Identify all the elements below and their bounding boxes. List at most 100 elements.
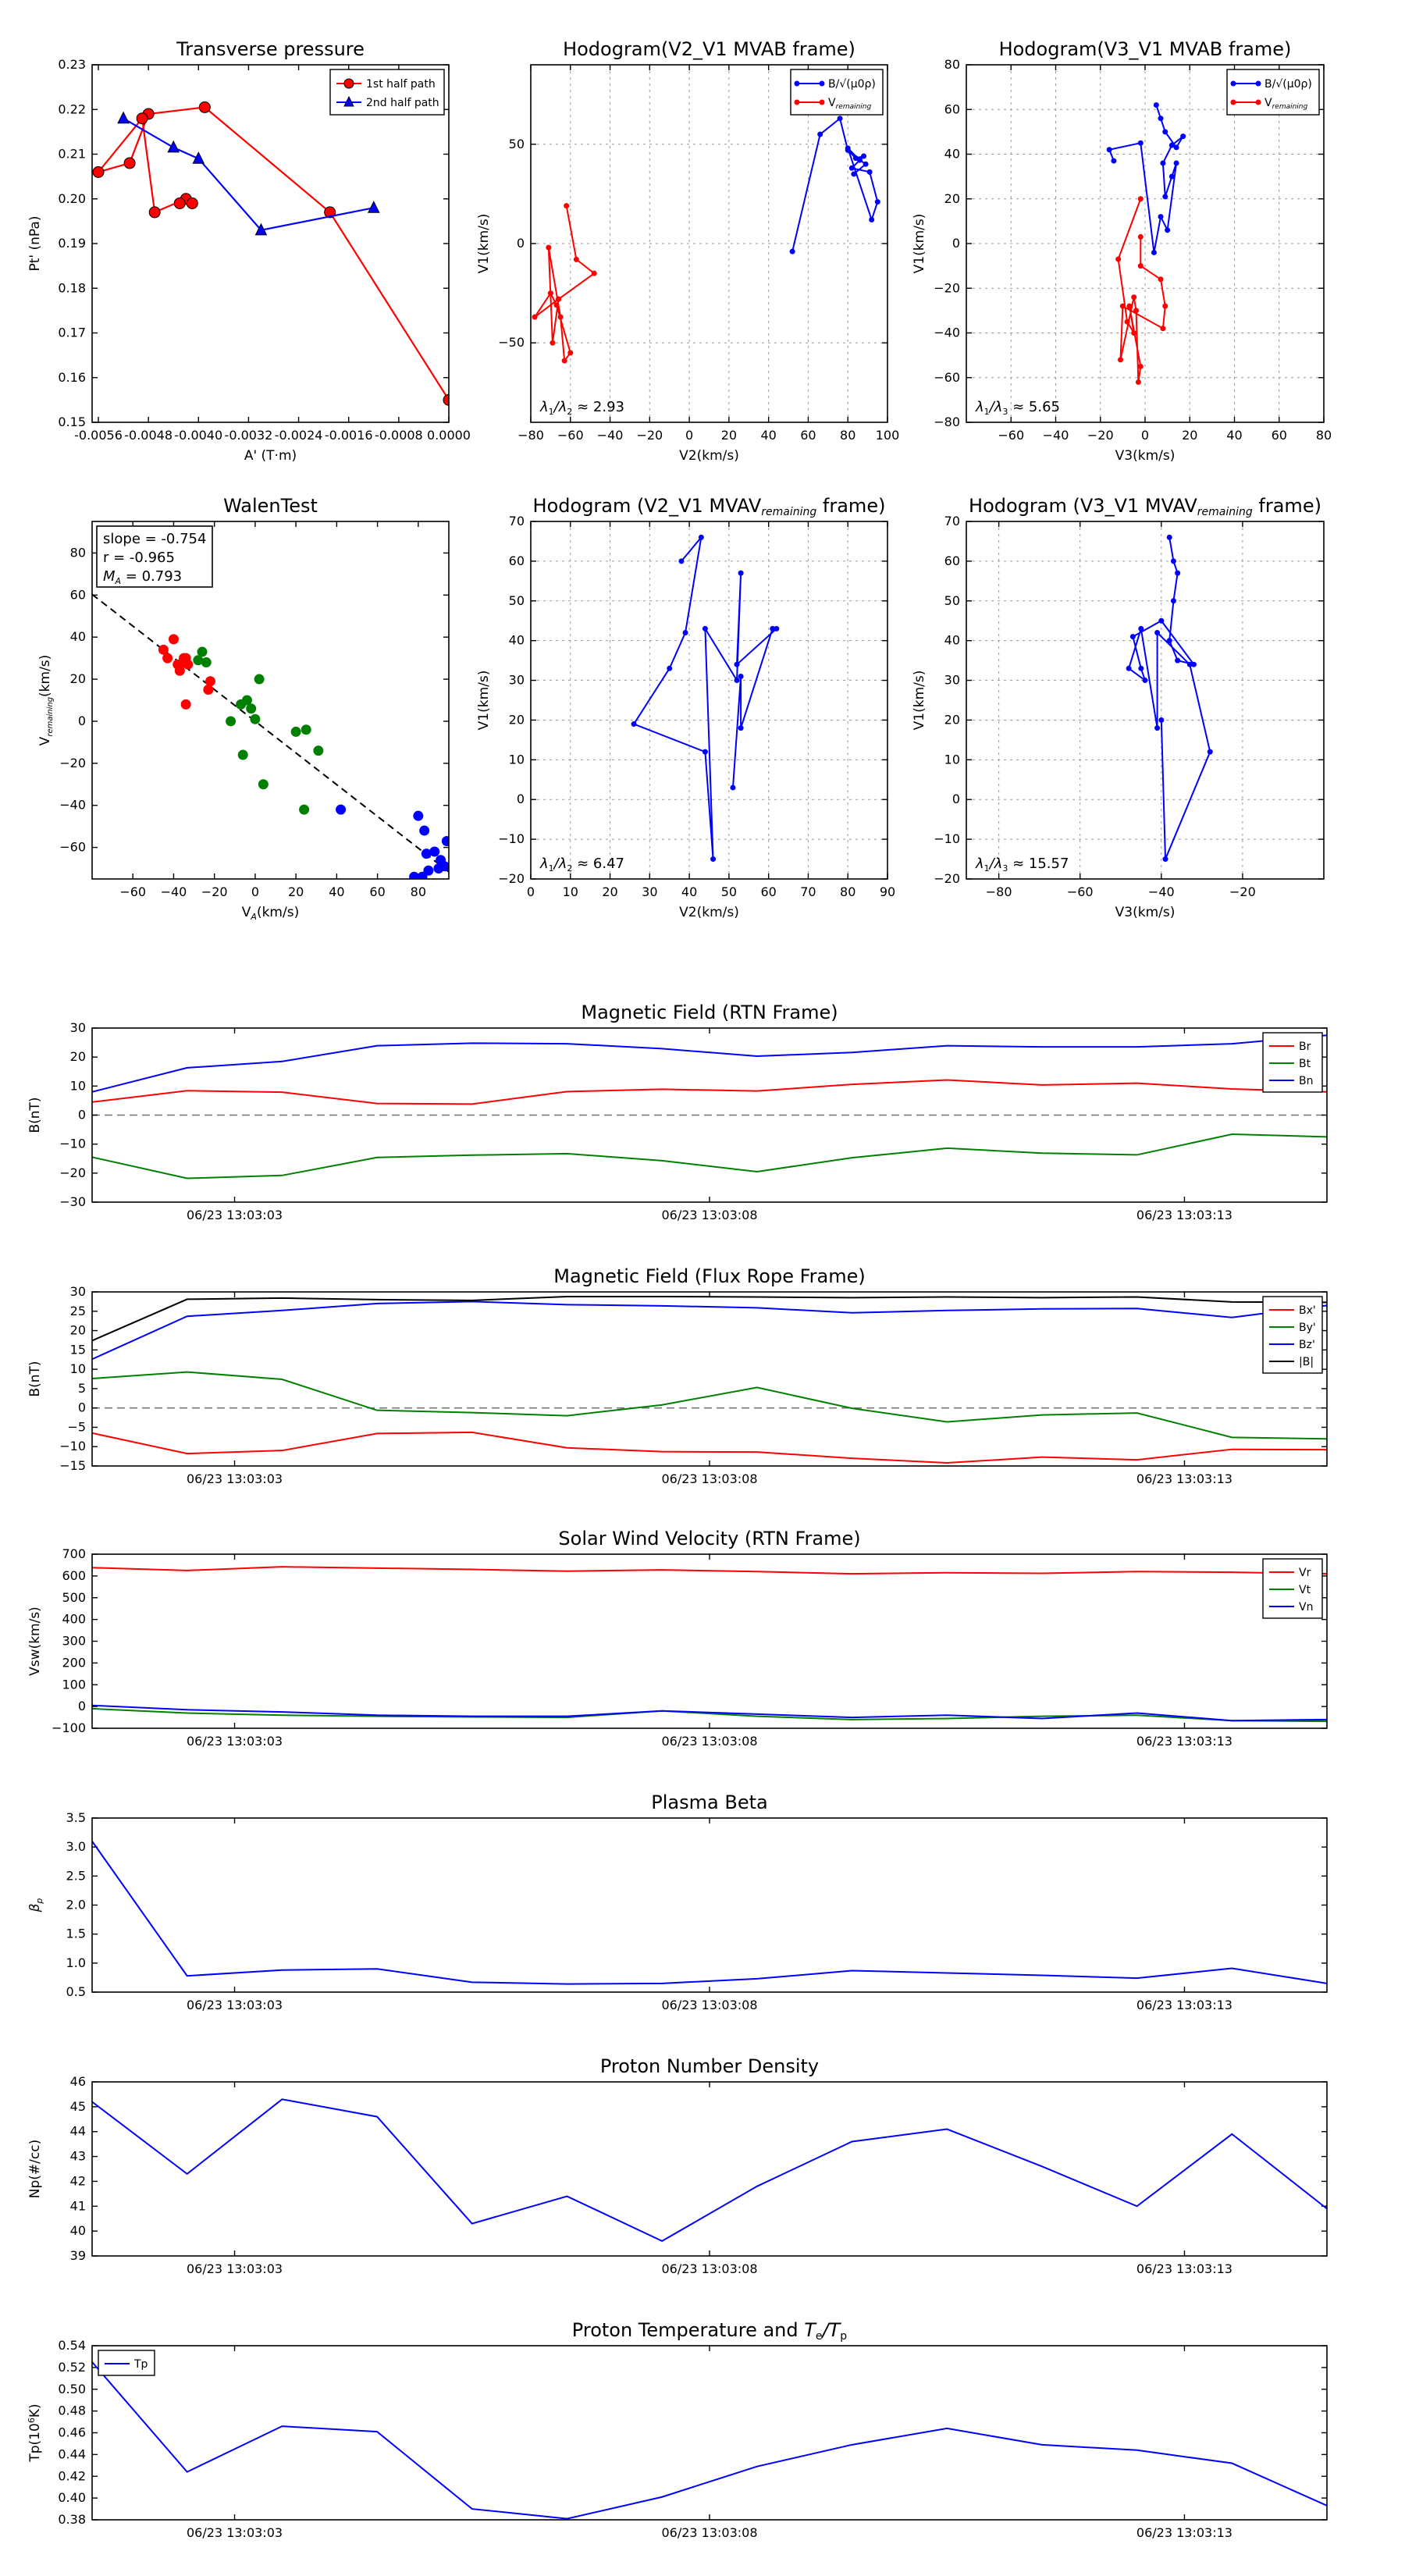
data-point — [730, 785, 736, 791]
xtick-label: −60 — [1067, 884, 1094, 899]
data-point — [869, 216, 875, 222]
ytick-label: −10 — [498, 831, 525, 846]
data-point — [866, 169, 873, 175]
data-point — [1160, 326, 1166, 332]
scatter-point-green — [290, 726, 301, 737]
data-point — [848, 165, 855, 171]
data-point — [561, 358, 567, 364]
xtick-label: −20 — [1229, 884, 1256, 899]
xtick-label: -0.0032 — [225, 428, 273, 443]
title-part: Hodogram (V3_V1 MVAV — [969, 495, 1197, 517]
data-point — [92, 165, 105, 178]
data-layer — [92, 2098, 1327, 2243]
data-layer — [92, 2361, 1327, 2520]
ytick-label: 0.5 — [66, 1984, 86, 1999]
ytick-label: 50 — [509, 137, 525, 151]
ytick-label: 3.5 — [66, 1810, 86, 1825]
data-point — [734, 678, 740, 684]
data-point — [856, 157, 863, 163]
xtick-label: 06/23 13:03:13 — [1136, 1471, 1232, 1486]
ytick-label: −20 — [934, 280, 960, 295]
chart-panel-0: -0.0056 -0.0048 -0.0040 -0.0032 -0.0024 -0.00… — [27, 38, 471, 464]
chart-panel-6: 06/23 13:03:03 06/23 13:03:08 06/23 13:03:… — [27, 1002, 1328, 1222]
data-point — [546, 244, 552, 251]
ytick-label: 50 — [944, 593, 960, 608]
xtick-label: 06/23 13:03:08 — [661, 1471, 757, 1486]
plot-frame — [91, 64, 450, 423]
data-point — [837, 116, 843, 122]
xtick-label: 06/23 13:03:13 — [1136, 2525, 1232, 2540]
y-axis-label: Vremaining(km/s) — [37, 655, 55, 746]
data-point — [591, 270, 597, 276]
legend-marker — [1230, 80, 1236, 87]
data-point — [1142, 678, 1148, 684]
data-layer — [92, 1566, 1327, 1723]
y-axis-label: Np(#/cc) — [27, 2140, 43, 2198]
ytick-label: −50 — [498, 335, 525, 350]
chart-title: Magnetic Field (RTN Frame) — [581, 1002, 838, 1023]
xtick-label: 80 — [840, 884, 855, 899]
ytick-label: −30 — [59, 1194, 86, 1209]
data-point — [1168, 142, 1175, 148]
chart-title: Hodogram (V3_V1 MVAVremaining frame) — [969, 495, 1321, 518]
data-point — [1162, 856, 1168, 863]
data-point — [1133, 308, 1140, 314]
y-axis-label: V1(km/s) — [476, 671, 492, 731]
ytick-label: 20 — [944, 191, 960, 206]
scatter-point-green — [193, 655, 204, 666]
ytick-label: 3.0 — [66, 1839, 86, 1854]
xtick-label: 80 — [411, 884, 426, 899]
legend-label: Tp — [133, 2358, 148, 2371]
ytick-label: −80 — [934, 415, 960, 429]
legend-label: By' — [1299, 1322, 1316, 1334]
legend-marker — [343, 95, 354, 107]
plot-frame — [91, 2345, 1328, 2521]
data-point — [550, 340, 556, 346]
xtick-label: −60 — [557, 428, 584, 443]
data-point — [367, 201, 380, 213]
data-layer — [92, 101, 449, 406]
data-point — [186, 197, 198, 209]
xtick-label: 0 — [527, 884, 535, 899]
chart-title: Hodogram (V2_V1 MVAVremaining frame) — [533, 495, 886, 518]
data-point — [738, 673, 744, 679]
label-part: V — [242, 905, 251, 920]
ytick-label: −20 — [498, 871, 525, 886]
data-point — [173, 197, 186, 209]
y-axis-label: Pt' (nPa) — [27, 216, 43, 272]
ytick-label: 0.22 — [58, 101, 86, 116]
series-line-0 — [632, 534, 779, 859]
title-part: /T — [821, 2319, 842, 2341]
scatter-point-blue — [439, 861, 449, 872]
data-point — [556, 296, 562, 302]
xtick-label: 40 — [760, 428, 776, 443]
ytick-label: 10 — [509, 752, 525, 767]
xtick-label: 06/23 13:03:13 — [1136, 2261, 1232, 2276]
ytick-label: −40 — [934, 326, 960, 340]
scatter-point-blue — [429, 846, 440, 857]
data-point — [1165, 227, 1171, 233]
y-axis-label: Vsw(km/s) — [27, 1606, 43, 1676]
xtick-label: 40 — [1226, 428, 1242, 443]
ytick-label: 0.17 — [58, 326, 86, 340]
eigen-ratio-annotation: λ1/λ2 ≈ 6.47 — [539, 856, 624, 873]
data-point — [443, 393, 449, 406]
series-line-1 — [1117, 198, 1166, 382]
data-point — [1131, 294, 1137, 301]
ytick-label: 0.50 — [58, 2382, 86, 2396]
chart-panel-5: −80 −60 −40 −20 −20 −10 0 10 20 30 40 50 60 70 Hodogra… — [912, 495, 1325, 920]
xtick-label: −40 — [161, 884, 187, 899]
ytick-label: 25 — [70, 1304, 86, 1318]
ytick-label: 0.38 — [58, 2512, 86, 2527]
xtick-label: 30 — [642, 884, 657, 899]
data-point — [547, 290, 553, 297]
xtick-label: -0.0048 — [124, 428, 173, 443]
data-point — [1154, 725, 1161, 731]
chart-panel-1: −80 −60 −40 −20 0 20 40 60 80 100 −50 0 50 Hodogram(V… — [476, 38, 899, 464]
legend-marker — [1255, 99, 1261, 105]
scatter-point-green — [258, 779, 269, 790]
data-point — [1175, 657, 1181, 664]
xtick-label: −40 — [1148, 884, 1175, 899]
ytick-label: 10 — [70, 1078, 86, 1093]
ytick-label: 0 — [78, 1108, 86, 1123]
